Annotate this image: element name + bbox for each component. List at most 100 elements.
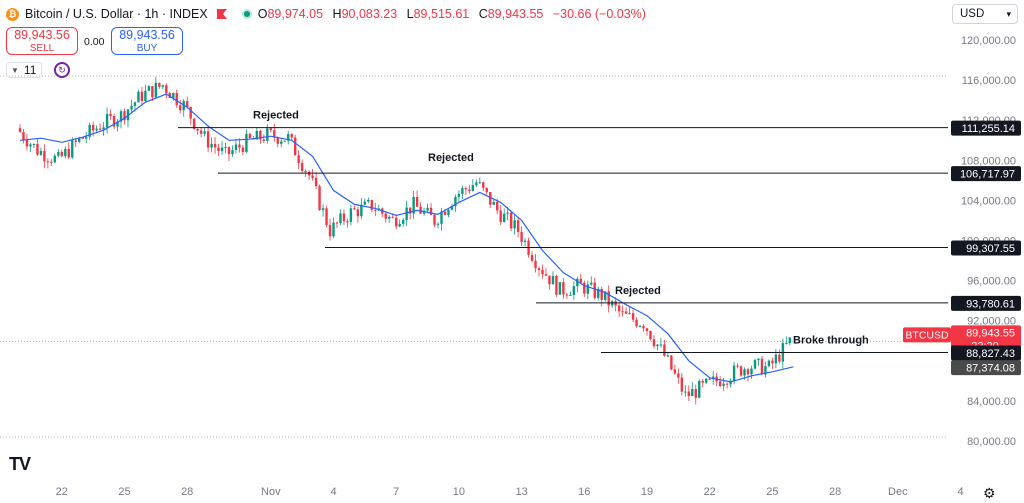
symbol-title[interactable]: Bitcoin / U.S. Dollar · 1h · INDEX (25, 7, 208, 21)
candle (339, 213, 342, 224)
candle (53, 155, 57, 163)
tradingview-logo-icon[interactable]: TV (9, 454, 31, 474)
y-tick-label: 116,000.00 (962, 75, 1016, 87)
candle (471, 185, 475, 191)
candle (694, 389, 697, 398)
candle (544, 274, 548, 276)
x-tick-label: 16 (578, 486, 590, 498)
candle (492, 201, 495, 205)
candle (645, 328, 649, 331)
indicators-toggle[interactable]: ▼ 11 (6, 62, 42, 78)
candle (767, 360, 771, 367)
candle (572, 286, 576, 296)
candle (391, 216, 394, 218)
candle (482, 182, 485, 188)
candle (287, 134, 290, 141)
candle (224, 146, 227, 148)
candle (555, 275, 558, 295)
candle (196, 128, 199, 131)
symbol-tag (903, 327, 951, 343)
gear-icon[interactable]: ⚙ (983, 485, 996, 501)
candle (325, 208, 328, 226)
candle (732, 365, 736, 381)
candle (342, 213, 346, 222)
candle (617, 305, 621, 312)
y-tick-label: 80,000.00 (967, 436, 1016, 448)
candle (255, 130, 259, 140)
bitcoin-icon: ₿ (6, 7, 19, 21)
ma-price-tag-text: 87,374.08 (966, 363, 1015, 375)
candle (349, 208, 353, 222)
candle (231, 150, 234, 155)
currency-select[interactable]: USD ▾ (952, 4, 1018, 24)
close-label: C (478, 7, 488, 21)
candle (374, 209, 377, 211)
sell-button[interactable]: 89,943.56 SELL (6, 27, 78, 55)
candle (46, 161, 50, 163)
candle (314, 177, 318, 187)
candle (590, 282, 593, 285)
candle (91, 124, 95, 131)
x-tick-label: 25 (118, 486, 130, 498)
x-tick-label: 13 (515, 486, 527, 498)
candle (711, 376, 715, 380)
last-price-value: 89,943.55 (966, 327, 1015, 339)
candle (192, 118, 196, 129)
candle (586, 284, 589, 294)
candle (57, 152, 60, 156)
candle (705, 378, 708, 383)
candle (109, 113, 112, 116)
candle (509, 212, 513, 229)
candle (206, 131, 210, 148)
candle (750, 368, 753, 375)
candle (158, 82, 161, 87)
candle (771, 360, 774, 364)
x-tick-label: Dec (888, 486, 908, 498)
x-tick-label: 4 (957, 486, 963, 498)
candle (433, 214, 436, 225)
market-status-icon[interactable] (241, 9, 252, 19)
level-price-tag (951, 345, 1021, 361)
buy-button[interactable]: 89,943.56 BUY (111, 27, 183, 55)
candle (600, 288, 603, 300)
candle (22, 132, 25, 140)
candle (502, 213, 506, 223)
level-price-tag-text: 111,255.14 (962, 123, 1015, 135)
candle (461, 188, 464, 194)
chevron-down-icon: ▾ (1006, 9, 1011, 19)
candle (757, 358, 760, 361)
candle (454, 196, 457, 207)
candle (624, 311, 628, 314)
currency-value: USD (960, 8, 985, 20)
candle (25, 139, 29, 147)
candle (593, 282, 596, 298)
y-tick-label: 96,000.00 (967, 276, 1016, 288)
candle (186, 101, 189, 107)
candle (273, 130, 276, 138)
candle (290, 134, 293, 138)
candle (151, 86, 154, 98)
candle (304, 171, 307, 173)
candle (213, 143, 217, 148)
candle (464, 188, 468, 190)
candle (346, 221, 349, 223)
candle (579, 278, 583, 283)
open-label: O (257, 7, 268, 21)
flag-icon[interactable] (216, 8, 228, 20)
candle (199, 130, 203, 134)
level-note: Rejected (615, 285, 661, 297)
candle (485, 187, 488, 193)
candle (269, 128, 272, 131)
candle (496, 201, 499, 211)
candle (130, 105, 133, 110)
candle (649, 330, 652, 340)
candle (367, 199, 370, 202)
buy-price: 89,943.56 (119, 28, 175, 42)
candle (429, 207, 433, 215)
candle (436, 223, 440, 225)
symbol-header: ₿ Bitcoin / U.S. Dollar · 1h · INDEX O89… (6, 5, 646, 23)
refresh-icon[interactable]: ↻ (54, 62, 70, 78)
candle (353, 208, 356, 210)
level-price-tag (951, 120, 1021, 136)
